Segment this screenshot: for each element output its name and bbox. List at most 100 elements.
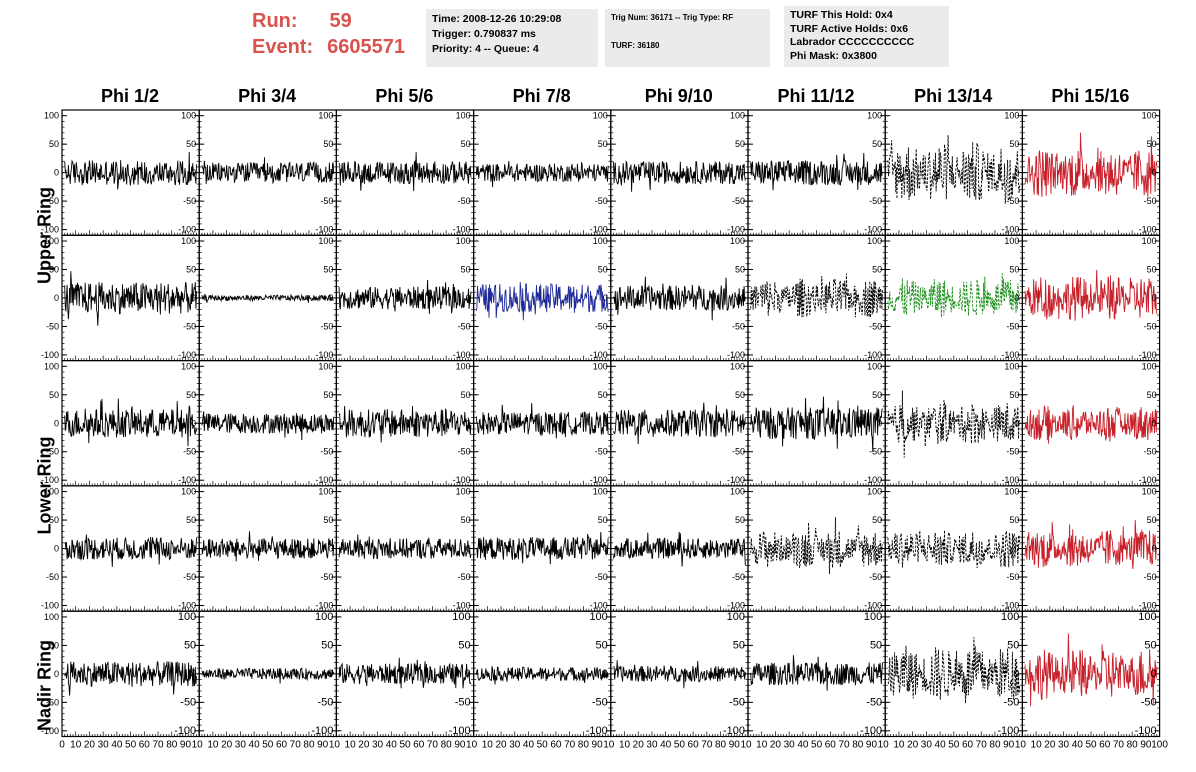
y-tick-label-right: -50: [183, 447, 196, 457]
x-tick-label: 30: [646, 740, 658, 751]
y-tick-label: -50: [46, 196, 59, 206]
y-tick-label-right: 50: [323, 515, 333, 525]
y-tick-label-right: -50: [595, 447, 608, 457]
y-tick-label-right: -100: [178, 475, 196, 485]
y-tick-label-right: 100: [1001, 611, 1019, 623]
y-tick-label-right: 100: [867, 111, 882, 121]
waveform-r2-c7: [1024, 405, 1158, 444]
y-tick-label-right: 0: [1014, 168, 1019, 178]
run-value: 59: [329, 10, 352, 32]
waveform-r4-c4: [613, 660, 746, 689]
y-tick-label-right: -100: [178, 601, 196, 611]
y-tick-label-right: -50: [732, 196, 745, 206]
waveform-r1-c4: [613, 276, 746, 321]
x-tick-label: 90: [1140, 740, 1152, 751]
y-tick-label-right: 100: [867, 487, 882, 497]
waveform-r3-c4: [613, 531, 746, 567]
x-tick-label: 80: [989, 740, 1001, 751]
y-tick-label-right: 100: [727, 611, 745, 623]
x-tick-label: 30: [509, 740, 521, 751]
x-tick-label: 70: [1113, 740, 1125, 751]
y-tick-label-right: 50: [598, 515, 608, 525]
x-tick-label: 40: [386, 740, 398, 751]
y-tick-label-right: 100: [730, 361, 745, 371]
waveform-r0-c1: [201, 157, 335, 185]
turf-hold-text: TURF This Hold: 0x4: [790, 9, 893, 21]
y-tick-label-right: 0: [1152, 418, 1157, 428]
y-tick-label-right: -100: [311, 725, 333, 737]
y-tick-label: 100: [44, 487, 59, 497]
y-tick-label-right: 50: [186, 264, 196, 274]
y-tick-label: 100: [44, 236, 59, 246]
y-tick-label-right: -100: [1001, 601, 1019, 611]
y-tick-label-right: -50: [1144, 572, 1157, 582]
y-tick-label-right: 50: [870, 639, 882, 651]
y-tick-label-right: -50: [458, 572, 471, 582]
trigger-text: Trigger: 0.790837 ms: [432, 28, 536, 40]
y-tick-label-right: 50: [598, 264, 608, 274]
x-tick-label: 90: [729, 740, 741, 751]
column-title-3: Phi 5/6: [375, 86, 434, 106]
y-tick-label-right: -100: [174, 725, 196, 737]
y-tick-label-right: -100: [860, 725, 882, 737]
x-tick-label: 60: [139, 740, 151, 751]
y-tick-label-right: -50: [869, 447, 882, 457]
y-tick-label: 50: [49, 640, 59, 650]
y-tick-label-right: 50: [735, 264, 745, 274]
y-tick-label-right: -50: [1144, 447, 1157, 457]
y-tick-label-right: 50: [461, 390, 471, 400]
x-tick-label: 10: [603, 740, 615, 751]
y-tick-label-right: 100: [730, 487, 745, 497]
y-tick-label-right: 50: [1007, 639, 1019, 651]
x-tick-label: 70: [564, 740, 576, 751]
y-tick-label-right: -100: [864, 350, 882, 360]
y-tick-label-right: 100: [1004, 236, 1019, 246]
y-tick-label-right: 50: [1147, 515, 1157, 525]
y-tick-label-right: 100: [181, 361, 196, 371]
y-tick-label-right: 50: [733, 639, 745, 651]
x-tick-label: 80: [441, 740, 453, 751]
y-tick-label-right: 100: [589, 611, 607, 623]
x-tick-label: 80: [303, 740, 315, 751]
y-tick-label-right: 50: [735, 139, 745, 149]
waveform-r2-c6: [887, 390, 1021, 458]
waveform-r3-c6: [887, 530, 1021, 568]
y-tick-label-right: 50: [1009, 390, 1019, 400]
x-tick-label: 10: [619, 740, 631, 751]
y-tick-label-right: 100: [456, 236, 471, 246]
y-tick-label-right: 50: [596, 639, 608, 651]
y-tick-label-right: 50: [872, 139, 882, 149]
waveform-r0-c3: [475, 160, 609, 188]
y-tick-label-right: -100: [727, 350, 745, 360]
y-tick-label-right: -100: [997, 725, 1019, 737]
x-tick-label: 70: [701, 740, 713, 751]
y-tick-label: 0: [54, 669, 59, 679]
waveform-r1-c0: [64, 271, 197, 326]
y-tick-label-right: -100: [1139, 350, 1157, 360]
trig-text: Trig Num: 36171 -- Trig Type: RF: [611, 13, 734, 22]
y-tick-label-right: 0: [876, 668, 882, 680]
waveform-r1-c3: [475, 282, 609, 321]
y-tick-label-right: -50: [320, 196, 333, 206]
turf-text: TURF: 36180: [611, 41, 660, 50]
x-tick-label: 60: [962, 740, 974, 751]
y-tick-label-right: 50: [186, 390, 196, 400]
x-tick-label: 10: [740, 740, 752, 751]
y-tick-label-right: -100: [453, 225, 471, 235]
y-tick-label-right: -100: [1139, 601, 1157, 611]
x-tick-label: 10: [345, 740, 357, 751]
x-tick-label: 80: [578, 740, 590, 751]
panel-frame: [61, 109, 200, 236]
y-tick-label-right: 50: [323, 390, 333, 400]
waveform-r4-c3: [475, 666, 609, 685]
y-tick-label-right: -50: [595, 196, 608, 206]
y-tick-label-right: 0: [464, 668, 470, 680]
y-tick-label: -100: [41, 601, 59, 611]
y-tick-label-right: -100: [727, 475, 745, 485]
x-tick-label: 30: [1058, 740, 1070, 751]
x-tick-label: 50: [674, 740, 686, 751]
x-tick-label: 80: [715, 740, 727, 751]
waveform-r1-c2: [338, 279, 472, 314]
y-tick-label-right: 100: [456, 111, 471, 121]
